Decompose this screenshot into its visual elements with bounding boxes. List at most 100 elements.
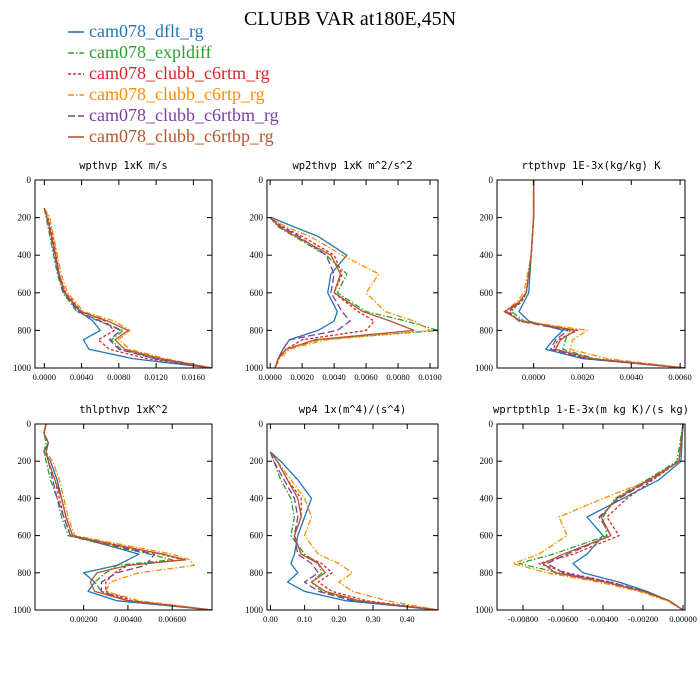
y-tick-label: 200: [250, 213, 264, 223]
y-tick-label: 200: [480, 456, 494, 466]
x-tick-label: 0.0000: [259, 372, 282, 382]
y-tick-label: 600: [250, 531, 264, 541]
y-tick-label: 400: [250, 493, 264, 503]
y-tick-label: 1000: [13, 605, 32, 615]
series-line: [43, 208, 212, 368]
series-line: [510, 180, 685, 368]
x-tick-label: 0.0000: [33, 372, 56, 382]
series-line: [43, 208, 212, 368]
series-line: [538, 424, 684, 610]
series-line: [43, 207, 212, 368]
legend-label: cam078_expldiff: [89, 42, 212, 62]
x-tick-label: 0.0040: [322, 372, 345, 382]
series-line: [43, 424, 212, 610]
y-tick-label: 1000: [245, 605, 264, 615]
series-line: [269, 217, 438, 368]
chart-panel: thlpthvp 1xK^2 0 200 400 600 800 1000 0.00200 0.…: [13, 404, 213, 624]
x-tick-label: 0.20: [331, 614, 346, 624]
x-tick-label: 0.0160: [182, 372, 205, 382]
series-line: [271, 217, 348, 368]
y-tick-label: 200: [18, 213, 32, 223]
series-line: [503, 180, 685, 368]
y-tick-label: 800: [480, 568, 494, 578]
y-tick-label: 200: [18, 456, 32, 466]
series-line: [269, 217, 351, 368]
y-tick-label: 0: [259, 419, 264, 429]
series-line: [43, 424, 212, 610]
x-tick-label: -0.00200: [628, 614, 658, 624]
y-tick-label: 600: [480, 531, 494, 541]
x-tick-label: 0.0020: [571, 372, 594, 382]
x-tick-label: 0.00400: [114, 614, 142, 624]
legend-label: cam078_clubb_c6rtp_rg: [89, 84, 265, 104]
series-line: [269, 217, 415, 368]
series-line: [518, 180, 685, 368]
y-tick-label: 800: [250, 568, 264, 578]
y-tick-label: 0: [27, 175, 32, 185]
series-line: [43, 208, 212, 368]
x-tick-label: 0.40: [400, 614, 415, 624]
x-tick-label: 0.0080: [386, 372, 409, 382]
plot-frame: [496, 179, 686, 369]
x-tick-label: -0.00800: [508, 614, 538, 624]
series-line: [512, 424, 684, 610]
series-line: [269, 451, 438, 610]
y-tick-label: 600: [18, 288, 32, 298]
x-tick-label: 0.0060: [668, 372, 691, 382]
y-tick-label: 800: [18, 568, 32, 578]
chart-panel: rtpthvp 1E-3x(kg/kg) K 0 200 400 600 800 1000 0…: [475, 160, 692, 382]
x-tick-label: 0.00000: [669, 614, 697, 624]
series-line: [542, 424, 684, 610]
series-line: [503, 180, 685, 368]
x-tick-label: -0.00600: [548, 614, 578, 624]
x-tick-label: 0.00200: [70, 614, 98, 624]
y-tick-label: 400: [480, 493, 494, 503]
legend-label: cam078_clubb_c6rtm_rg: [89, 63, 270, 83]
y-tick-label: 800: [18, 325, 32, 335]
x-tick-label: 0.0060: [354, 372, 377, 382]
panel-title: rtpthvp 1E-3x(kg/kg) K: [521, 160, 661, 172]
series-line: [269, 451, 438, 610]
plot-frame: [496, 423, 686, 611]
x-tick-label: 0.0000: [522, 372, 545, 382]
x-tick-label: 0.0040: [70, 372, 93, 382]
series-line: [269, 451, 438, 610]
x-tick-label: 0.0100: [418, 372, 441, 382]
panel-title: wp2thvp 1xK m^2/s^2: [292, 160, 412, 172]
x-tick-label: -0.00400: [588, 614, 618, 624]
y-tick-label: 200: [250, 456, 264, 466]
y-tick-label: 1000: [475, 363, 494, 373]
series-line: [269, 451, 438, 610]
chart-panel: wp2thvp 1xK m^2/s^2020040060080010000.00…: [245, 160, 442, 382]
y-tick-label: 0: [489, 175, 494, 185]
y-tick-label: 600: [250, 288, 264, 298]
series-line: [43, 424, 212, 610]
panel-title: thlpthvp 1xK^2: [79, 404, 168, 416]
legend-label: cam078_clubb_c6rtbm_rg: [89, 105, 279, 125]
y-tick-label: 1000: [245, 363, 264, 373]
panel-title: wp4 1x(m^4)/(s^4): [299, 404, 406, 416]
y-tick-label: 400: [250, 250, 264, 260]
panel-title: wprtpthlp 1-E-3x(m kg K)/(s kg): [493, 404, 689, 416]
y-tick-label: 600: [480, 288, 494, 298]
y-tick-label: 400: [18, 493, 32, 503]
x-tick-label: 0.30: [366, 614, 381, 624]
y-tick-label: 1000: [13, 363, 32, 373]
legend-label: cam078_clubb_c6rtbp_rg: [89, 126, 274, 146]
series-line: [508, 180, 685, 368]
series-line: [43, 208, 212, 368]
plot-frame: [266, 179, 439, 369]
y-tick-label: 400: [480, 250, 494, 260]
panel-title: wpthvp 1xK m/s: [79, 160, 168, 172]
series-line: [269, 451, 438, 610]
chart-panel: wprtpthlp 1-E-3x(m kg K)/(s kg) 0 200 400 60…: [475, 404, 697, 624]
y-tick-label: 0: [489, 419, 494, 429]
series-line: [269, 217, 375, 368]
y-tick-label: 600: [18, 531, 32, 541]
y-tick-label: 0: [259, 175, 264, 185]
y-tick-label: 400: [18, 250, 32, 260]
legend-label: cam078_dflt_rg: [89, 21, 204, 41]
x-tick-label: 0.0080: [107, 372, 130, 382]
